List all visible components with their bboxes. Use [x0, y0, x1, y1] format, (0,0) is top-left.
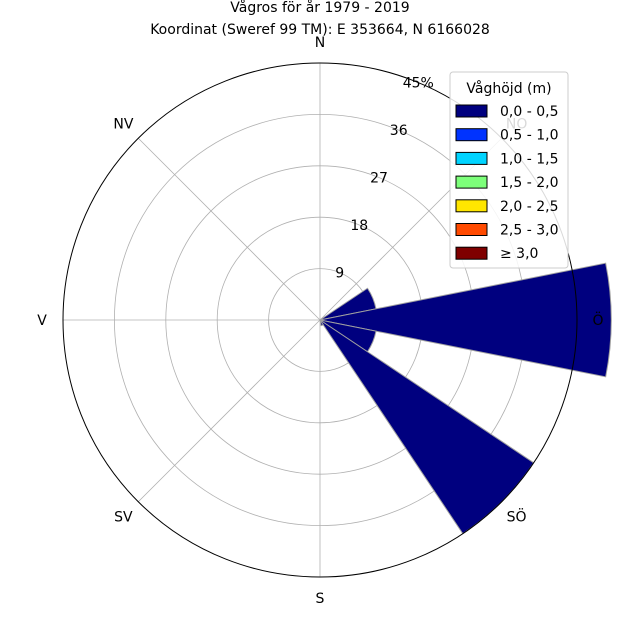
radial-tick-label: 27	[370, 171, 388, 187]
legend-swatch	[455, 199, 488, 213]
legend-label: 1,0 - 1,5	[500, 151, 558, 167]
radial-tick-labels: 9 18 27 36 45%	[335, 76, 434, 282]
legend-swatch	[455, 151, 488, 165]
legend-label: 2,5 - 3,0	[500, 223, 558, 239]
polar-frame	[62, 62, 578, 578]
radial-tick-label: 36	[390, 123, 408, 139]
wave-bar	[319, 319, 324, 327]
radial-tick-label: 9	[335, 266, 344, 282]
grid-spoke	[137, 137, 321, 321]
grid-spoke	[137, 319, 321, 503]
legend-swatch	[455, 223, 488, 236]
legend-title: Våghöjd (m)	[466, 80, 551, 97]
chart-title: Vågros för år 1979 - 2019	[230, 0, 409, 16]
legend-label: 0,5 - 1,0	[500, 128, 558, 144]
legend-swatch	[455, 246, 488, 260]
direction-label: SÖ	[507, 508, 527, 526]
wave-bars	[319, 262, 612, 535]
legend-swatch	[455, 175, 488, 189]
legend-label: 0,0 - 0,5	[500, 104, 558, 120]
direction-label: SV	[114, 510, 133, 526]
radial-tick-label: 45%	[403, 76, 434, 92]
legend-label: 2,0 - 2,5	[500, 199, 558, 215]
direction-label: Ö	[592, 311, 603, 329]
chart-subtitle: Koordinat (Sweref 99 TM): E 353664, N 61…	[150, 22, 490, 38]
legend-label: 1,5 - 2,0	[500, 175, 558, 191]
direction-label: N	[315, 35, 325, 51]
direction-label: NV	[113, 116, 133, 132]
legend-swatch	[455, 104, 488, 118]
legend-box	[449, 71, 569, 269]
direction-label: V	[37, 313, 47, 329]
wave-bar	[319, 262, 612, 378]
legend-swatch	[455, 128, 488, 142]
direction-label: S	[316, 591, 325, 607]
legend: Våghöjd (m) 0,0 - 0,5 0,5 - 1,0 1,0 - 1,5 1…	[449, 71, 569, 269]
legend-label: ≥ 3,0	[500, 246, 538, 262]
radial-tick-label: 18	[350, 218, 368, 234]
